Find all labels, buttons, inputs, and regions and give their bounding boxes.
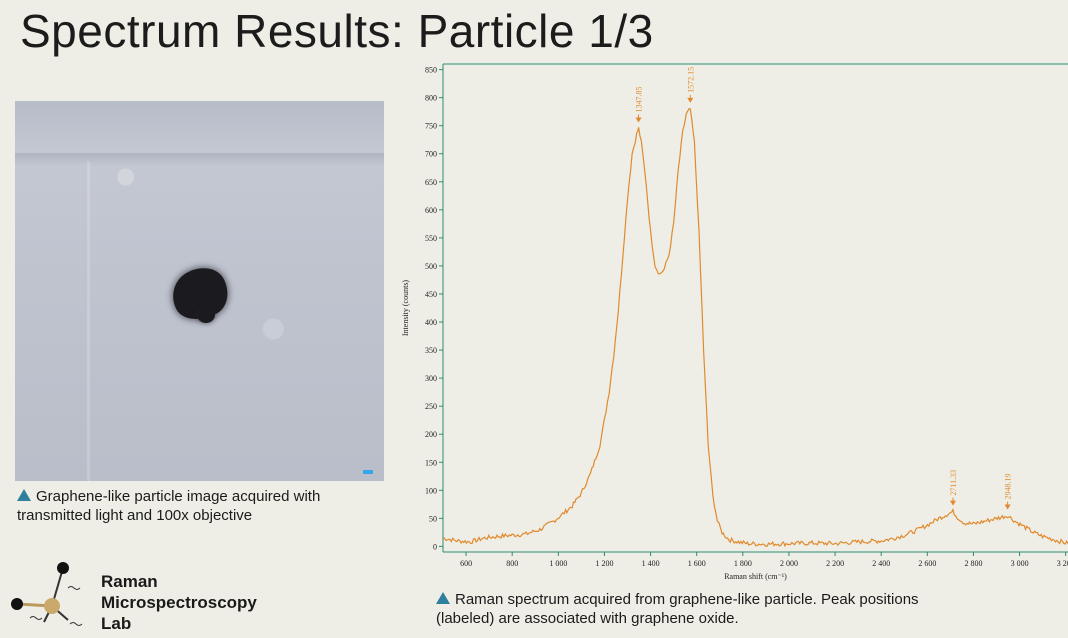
lab-name: Raman Microspectroscopy Lab [101, 571, 257, 634]
y-tick-label: 150 [425, 458, 437, 467]
y-tick-label: 250 [425, 402, 437, 411]
x-tick-label: 800 [506, 559, 518, 568]
caption-marker-icon [436, 592, 450, 604]
y-tick-label: 400 [425, 318, 437, 327]
y-tick-label: 300 [425, 374, 437, 383]
y-tick-label: 500 [425, 262, 437, 271]
y-tick-label: 550 [425, 234, 437, 243]
x-tick-label: 2 200 [826, 559, 844, 568]
x-axis-label: Raman shift (cm⁻¹) [724, 572, 787, 581]
x-tick-label: 1 400 [642, 559, 660, 568]
lab-name-line-2: Microspectroscopy [101, 593, 257, 612]
y-tick-label: 0 [433, 542, 437, 551]
lab-name-line-1: Raman [101, 572, 158, 591]
x-tick-label: 1 200 [595, 559, 613, 568]
graphene-particle-lobe [197, 307, 215, 323]
peak-label: 2711.33 [949, 470, 958, 496]
scale-bar [363, 470, 373, 474]
y-tick-label: 800 [425, 94, 437, 103]
caption-marker-icon [17, 489, 31, 501]
image-caption: Graphene-like particle image acquired wi… [17, 487, 387, 525]
peak-label: 1572.15 [686, 67, 695, 93]
peak-marker-arrow [635, 117, 642, 123]
peak-marker-arrow [687, 97, 694, 103]
spectrum-series-line [443, 108, 1068, 548]
y-tick-label: 750 [425, 122, 437, 131]
micrograph-edge [87, 161, 90, 481]
y-tick-label: 600 [425, 206, 437, 215]
y-tick-label: 350 [425, 346, 437, 355]
peak-marker-arrow [949, 500, 956, 506]
peak-label: 2948.19 [1004, 474, 1013, 500]
particle-micrograph [15, 101, 384, 481]
x-tick-label: 3 000 [1011, 559, 1029, 568]
x-tick-label: 2 600 [918, 559, 936, 568]
image-caption-line-2: transmitted light and 100x objective [17, 507, 253, 524]
y-tick-label: 200 [425, 430, 437, 439]
x-tick-label: 2 800 [964, 559, 982, 568]
lab-name-line-3: Lab [101, 614, 132, 633]
y-tick-label: 700 [425, 150, 437, 159]
raman-spectrum-chart: 0 50 100 150 200 250 300 350 400 450 500 550 600 650 7… [395, 60, 1068, 585]
y-tick-label: 450 [425, 290, 437, 299]
x-tick-label: 2 400 [872, 559, 890, 568]
y-tick-label: 650 [425, 178, 437, 187]
lab-logo-icon [11, 562, 83, 626]
peak-label: 1347.85 [635, 87, 644, 113]
spectrum-caption: Raman spectrum acquired from graphene-li… [436, 590, 1061, 628]
micrograph-band [15, 153, 384, 167]
spectrum-caption-line-1: Raman spectrum acquired from graphene-li… [455, 591, 919, 608]
y-tick-label: 100 [425, 486, 437, 495]
y-tick-label: 50 [429, 514, 437, 523]
image-caption-line-1: Graphene-like particle image acquired wi… [36, 488, 321, 505]
x-tick-label: 600 [460, 559, 472, 568]
peak-marker-arrow [1004, 504, 1011, 510]
x-tick-label: 3 200 [1057, 559, 1068, 568]
slide-title: Spectrum Results: Particle 1/3 [20, 5, 654, 57]
spectrum-plot: 0 50 100 150 200 250 300 350 400 450 500 550 600 650 7… [401, 63, 1068, 581]
x-tick-label: 1 000 [549, 559, 567, 568]
x-tick-label: 1 600 [688, 559, 706, 568]
x-tick-label: 1 800 [734, 559, 752, 568]
y-tick-label: 850 [425, 66, 437, 75]
spectrum-caption-line-2: (labeled) are associated with graphene o… [436, 610, 739, 627]
x-tick-label: 2 000 [780, 559, 798, 568]
y-axis-label: Intensity (counts) [401, 280, 410, 337]
